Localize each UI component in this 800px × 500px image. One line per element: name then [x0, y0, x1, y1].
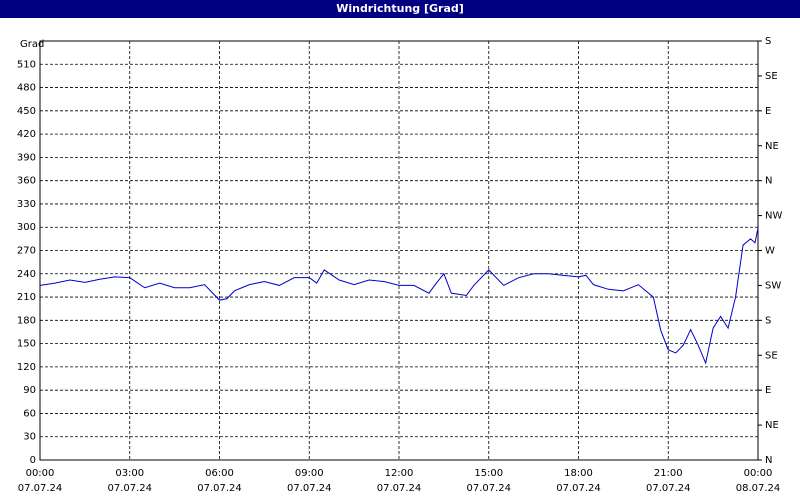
data-line	[39, 227, 759, 365]
y-tick-label: 450	[17, 106, 36, 117]
x-tick-label: 18:00	[564, 468, 593, 479]
plot-frame	[39, 40, 759, 461]
x-tick-sublabel: 07.07.24	[646, 483, 691, 494]
y-tick-label: 420	[17, 129, 36, 140]
x-tick-sublabel: 07.07.24	[197, 483, 242, 494]
x-tick-label: 15:00	[474, 468, 503, 479]
x-tick-sublabel: 08.07.24	[736, 483, 781, 494]
y-tick-label: 30	[23, 432, 36, 443]
x-tick-label: 00:00	[744, 468, 773, 479]
title-bar: Windrichtung [Grad]	[0, 0, 800, 18]
x-tick-label: 03:00	[115, 468, 144, 479]
x-tick-label: 09:00	[295, 468, 324, 479]
y-tick-label: 330	[17, 199, 36, 210]
y2-tick-label: S	[765, 315, 771, 326]
y-tick-label: 60	[23, 408, 36, 419]
y-tick-label: 300	[17, 222, 36, 233]
y-axis-label: Grad	[20, 39, 44, 50]
y2-tick-label: SW	[765, 280, 781, 291]
y-tick-label: 180	[17, 315, 36, 326]
y-tick-label: 0	[30, 455, 36, 466]
y2-tick-label: S	[765, 36, 771, 47]
y2-tick-label: SE	[765, 350, 778, 361]
y2-tick-label: N	[765, 176, 772, 187]
y-tick-label: 360	[17, 176, 36, 187]
x-tick-sublabel: 07.07.24	[18, 483, 63, 494]
x-tick-label: 21:00	[654, 468, 683, 479]
x-tick-sublabel: 07.07.24	[107, 483, 152, 494]
y2-tick-label: E	[765, 385, 771, 396]
y-tick-label: 240	[17, 269, 36, 280]
y2-tick-label: SE	[765, 71, 778, 82]
y-tick-label: 210	[17, 292, 36, 303]
y-tick-label: 510	[17, 59, 36, 70]
x-tick-label: 12:00	[385, 468, 414, 479]
y-tick-label: 120	[17, 362, 36, 373]
y2-tick-label: NE	[765, 141, 779, 152]
x-tick-sublabel: 07.07.24	[377, 483, 422, 494]
y2-tick-label: W	[765, 246, 775, 257]
y-tick-label: 270	[17, 246, 36, 257]
x-tick-sublabel: 07.07.24	[466, 483, 511, 494]
y2-tick-label: N	[765, 455, 772, 466]
y-tick-label: 90	[23, 385, 36, 396]
y-tick-label: 480	[17, 83, 36, 94]
y2-tick-label: NE	[765, 420, 779, 431]
x-tick-label: 00:00	[26, 468, 55, 479]
y2-tick-label: E	[765, 106, 771, 117]
x-tick-label: 06:00	[205, 468, 234, 479]
y2-tick-label: NW	[765, 211, 782, 222]
y-tick-label: 150	[17, 339, 36, 350]
x-tick-sublabel: 07.07.24	[287, 483, 332, 494]
y-tick-label: 390	[17, 152, 36, 163]
x-tick-sublabel: 07.07.24	[556, 483, 601, 494]
